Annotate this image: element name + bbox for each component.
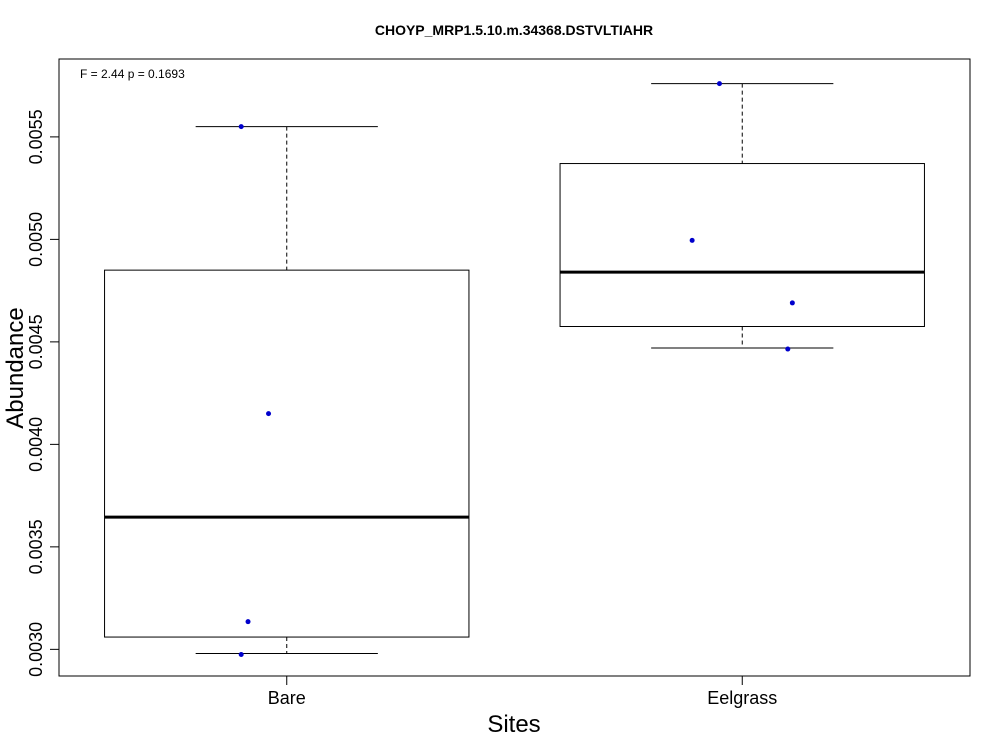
stats-annotation: F = 2.44 p = 0.1693 — [80, 67, 185, 81]
data-point — [689, 237, 695, 243]
y-axis: 0.0030 0.0035 0.0040 0.0045 0.0050 0.0055 — [26, 109, 60, 677]
x-axis: Bare Eelgrass — [268, 675, 777, 708]
x-tick-label: Bare — [268, 688, 306, 708]
y-tick-label: 0.0045 — [26, 314, 46, 369]
chart-title: CHOYP_MRP1.5.10.m.34368.DSTVLTIAHR — [375, 22, 653, 38]
data-point — [785, 346, 791, 352]
x-tick-label: Eelgrass — [707, 688, 777, 708]
y-tick-label: 0.0035 — [26, 519, 46, 574]
y-tick-label: 0.0040 — [26, 417, 46, 472]
data-point — [789, 300, 795, 306]
data-point — [266, 411, 272, 417]
y-tick-label: 0.0050 — [26, 212, 46, 267]
boxes — [104, 83, 925, 654]
plot-frame — [58, 58, 971, 677]
box-eelgrass — [559, 83, 925, 349]
y-tick-label: 0.0055 — [26, 109, 46, 164]
iqr-box — [104, 269, 470, 638]
x-axis-label: Sites — [487, 711, 540, 738]
data-points — [238, 81, 795, 657]
box-bare — [104, 126, 470, 654]
data-point — [716, 81, 722, 87]
y-axis-label: Abundance — [2, 307, 29, 428]
data-point — [238, 651, 244, 657]
y-tick-label: 0.0030 — [26, 622, 46, 677]
data-point — [245, 619, 251, 625]
iqr-box — [559, 163, 925, 328]
data-point — [238, 124, 244, 130]
